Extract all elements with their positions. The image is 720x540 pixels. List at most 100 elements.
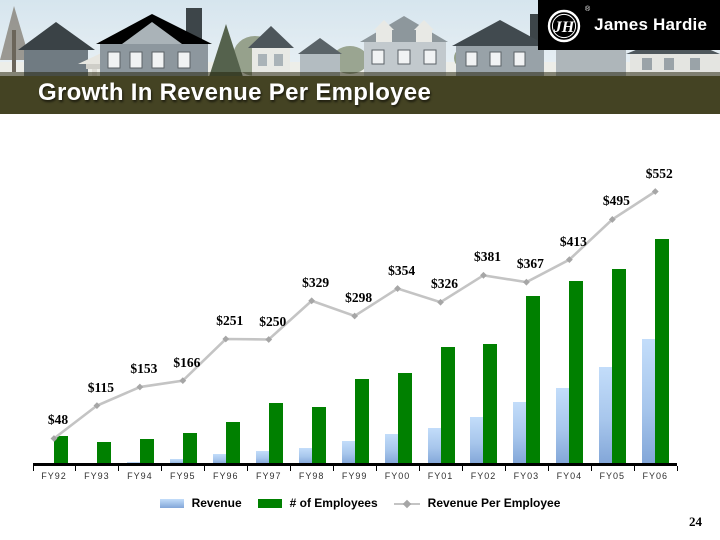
- x-axis-label: FY95: [170, 471, 196, 481]
- axis-tick: [633, 465, 635, 471]
- revenue-bar: [169, 459, 183, 464]
- page-title: Growth In Revenue Per Employee: [38, 79, 432, 106]
- data-label: $251: [216, 313, 244, 328]
- employees-bar: [268, 403, 283, 464]
- line-marker: [437, 298, 444, 306]
- x-axis-label: FY96: [213, 471, 239, 481]
- legend-label: # of Employees: [289, 496, 378, 510]
- x-axis-label: FY98: [298, 471, 325, 481]
- data-label: $298: [345, 289, 373, 305]
- brand-logo: JH ® James Hardie: [538, 0, 720, 50]
- axis-tick: [676, 465, 678, 471]
- axis-tick: [161, 465, 163, 471]
- x-axis-label: FY93: [84, 471, 110, 481]
- data-label: $413: [559, 233, 587, 249]
- employees-bar: [655, 239, 670, 464]
- employees-bar: [53, 436, 68, 464]
- line-marker: [523, 278, 530, 286]
- x-axis-label: FY04: [556, 471, 583, 481]
- legend-item-employees: # of Employees: [257, 496, 378, 510]
- data-label: $115: [87, 379, 115, 395]
- svg-text:JH: JH: [553, 19, 575, 36]
- employees-bar: [397, 373, 412, 464]
- data-label: $381: [473, 249, 501, 265]
- data-label: $354: [388, 262, 416, 278]
- x-axis-label: FY01: [427, 471, 454, 481]
- revenue-bar: [384, 434, 398, 464]
- revenue-bar: [642, 339, 656, 464]
- employees-bar: [182, 433, 197, 464]
- legend-label: Revenue Per Employee: [427, 496, 561, 510]
- employees-bar: [139, 439, 154, 464]
- employees-bar: [483, 344, 498, 464]
- axis-tick: [290, 465, 292, 471]
- brand-name: James Hardie: [594, 15, 708, 34]
- revenue-bar: [470, 417, 484, 464]
- employees-bar: [96, 442, 111, 464]
- line-marker: [480, 271, 487, 279]
- x-axis-label: FY05: [599, 471, 626, 481]
- axis-tick: [419, 465, 421, 471]
- data-label: $48: [47, 412, 69, 428]
- axis-tick: [204, 465, 206, 471]
- axis-tick: [75, 465, 77, 471]
- revenue-bar: [513, 402, 527, 464]
- legend-swatch-revenue-icon: [159, 498, 184, 508]
- data-label: $153: [130, 361, 158, 377]
- line-marker: [179, 377, 187, 385]
- line-marker: [565, 256, 573, 264]
- line-marker: [394, 285, 401, 292]
- data-label: $166: [173, 354, 201, 370]
- registered-mark: ®: [585, 6, 591, 13]
- employees-bar: [569, 281, 584, 464]
- line-marker: [265, 336, 273, 343]
- data-label: $326: [431, 276, 459, 292]
- legend-item-line: Revenue Per Employee: [393, 496, 561, 510]
- data-label: $250: [259, 313, 287, 329]
- data-label: $495: [602, 193, 630, 209]
- line-marker: [651, 188, 659, 195]
- legend-item-revenue: Revenue: [159, 496, 242, 510]
- revenue-bar: [341, 441, 355, 464]
- legend-label: Revenue: [191, 496, 242, 510]
- x-axis: [32, 462, 677, 466]
- revenue-bar: [255, 451, 269, 464]
- legend-swatch-line-icon: [393, 499, 420, 508]
- legend-swatch-employees-icon: [257, 498, 282, 508]
- employees-bar: [225, 422, 240, 464]
- data-label: $552: [645, 165, 673, 181]
- revenue-bar: [212, 454, 226, 464]
- line-marker: [222, 335, 230, 343]
- employees-bar: [354, 379, 369, 464]
- axis-tick: [590, 465, 592, 471]
- employees-bar: [311, 407, 326, 464]
- axis-tick: [376, 465, 378, 471]
- page-number: 24: [689, 514, 702, 529]
- revenue-bar: [599, 367, 613, 464]
- x-axis-label: FY94: [127, 471, 153, 481]
- x-axis-label: FY99: [341, 471, 368, 481]
- axis-tick: [32, 465, 34, 471]
- chart-legend: Revenue # of Employees Revenue Per Employe…: [0, 496, 720, 510]
- jh-monogram-icon: JH: [547, 9, 581, 43]
- employees-bar: [440, 347, 455, 464]
- revenue-bar: [427, 428, 441, 464]
- line-marker: [136, 383, 144, 391]
- employees-bar: [526, 296, 541, 464]
- x-axis-label: FY97: [255, 471, 282, 481]
- revenue-bar: [298, 448, 312, 464]
- axis-tick: [118, 465, 120, 471]
- data-label: $329: [302, 274, 330, 290]
- axis-tick: [462, 465, 463, 471]
- data-label: $367: [516, 256, 544, 272]
- axis-tick: [504, 465, 506, 471]
- line-marker: [351, 312, 359, 320]
- x-axis-label: FY00: [384, 471, 411, 481]
- axis-tick: [333, 465, 335, 471]
- x-axis-label: FY03: [513, 471, 540, 481]
- employees-bar: [612, 269, 627, 464]
- line-marker: [308, 297, 316, 305]
- x-axis-label: FY06: [642, 471, 669, 481]
